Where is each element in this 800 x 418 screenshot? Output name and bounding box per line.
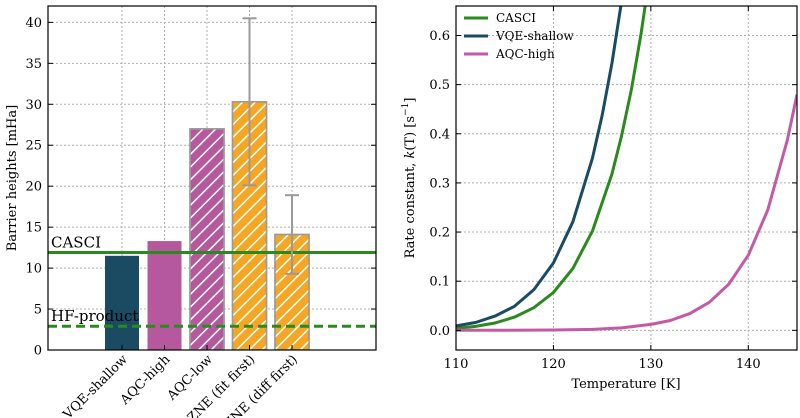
right-ticks: 0.0 0.1 0.2 0.3 0.4 0.5 0.6 110 120 130 140 <box>429 6 797 372</box>
left-xtick-label-vqe-shallow: VQE-shallow <box>60 352 131 418</box>
right-ytick-label-4: 0.4 <box>429 127 450 142</box>
left-ylabel: Barrier heights [mHa] <box>5 105 20 251</box>
right-ylabel-unit: [s <box>403 116 418 132</box>
right-xtick-label-120: 120 <box>541 357 566 372</box>
right-ylabel-close: ] <box>403 98 418 103</box>
left-ytick-label-5: 5 <box>34 303 42 318</box>
left-axes-frame <box>47 5 377 351</box>
right-xtick-label-140: 140 <box>736 357 761 372</box>
rate-constant-chart: 0.0 0.1 0.2 0.3 0.4 0.5 0.6 110 120 130 140 CASCI V… <box>401 5 798 392</box>
right-xlabel: Temperature [K] <box>571 377 680 392</box>
left-ytick-label-40: 40 <box>25 16 42 31</box>
legend-item-vqe-shallow: VQE-shallow <box>464 29 574 43</box>
right-ylabel-prefix: Rate constant, <box>403 159 418 259</box>
bar-fill-1 <box>147 241 182 350</box>
right-ytick-label-0: 0.0 <box>429 324 450 339</box>
bars-group <box>105 101 310 350</box>
series-line-casci <box>456 6 647 330</box>
errorbar-zne-diff-first <box>285 194 299 275</box>
left-ytick-label-30: 30 <box>25 98 42 113</box>
legend-label-casci: CASCI <box>496 11 536 25</box>
errorbar-zne-fit-first <box>242 17 257 187</box>
right-xtick-label-130: 130 <box>638 357 663 372</box>
reference-lines: CASCI HF-product <box>48 234 376 328</box>
legend-item-casci: CASCI <box>464 11 536 25</box>
right-xtick-label-110: 110 <box>444 357 469 372</box>
bar-vqe-shallow <box>105 255 139 350</box>
right-ylabel-sup: −1 <box>401 103 411 116</box>
left-ytick-label-0: 0 <box>34 344 42 359</box>
right-ytick-label-3: 0.3 <box>429 176 450 191</box>
left-ytick-label-25: 25 <box>25 139 42 154</box>
barrier-heights-chart: CASCI HF-product 0 5 10 15 20 25 30 35 40 VQE-shal… <box>5 5 377 418</box>
left-ytick-label-10: 10 <box>25 262 42 277</box>
ref-label-hf-product: HF-product <box>51 307 138 325</box>
left-ytick-label-35: 35 <box>25 57 42 72</box>
right-ylabel-paren: (T) <box>403 132 418 151</box>
error-bars <box>242 17 299 275</box>
right-grid <box>456 6 797 350</box>
bar-aqc-low <box>189 128 225 350</box>
left-ytick-label-15: 15 <box>25 221 42 236</box>
legend-label-aqc-high: AQC-high <box>495 47 555 61</box>
left-ytick-label-20: 20 <box>25 180 42 195</box>
right-ytick-label-6: 0.6 <box>429 29 450 44</box>
right-axes-frame <box>455 5 798 351</box>
right-ytick-label-2: 0.2 <box>429 226 450 241</box>
bar-fill-0 <box>105 255 139 350</box>
right-ylabel-k: k <box>403 151 418 159</box>
bar-hatch-2 <box>189 128 225 350</box>
legend-item-aqc-high: AQC-high <box>464 47 555 61</box>
series-line-vqe-shallow <box>456 6 623 328</box>
bar-aqc-high <box>147 241 182 350</box>
legend: CASCI VQE-shallow AQC-high <box>464 11 574 61</box>
series-line-aqc-high <box>456 94 797 332</box>
right-ylabel: Rate constant, k(T) [s−1] <box>401 98 418 259</box>
ref-label-casci: CASCI <box>51 234 101 252</box>
series-lines <box>456 6 797 332</box>
right-ytick-label-1: 0.1 <box>429 275 450 290</box>
right-ytick-label-5: 0.5 <box>429 78 450 93</box>
legend-label-vqe-shallow: VQE-shallow <box>495 29 574 43</box>
